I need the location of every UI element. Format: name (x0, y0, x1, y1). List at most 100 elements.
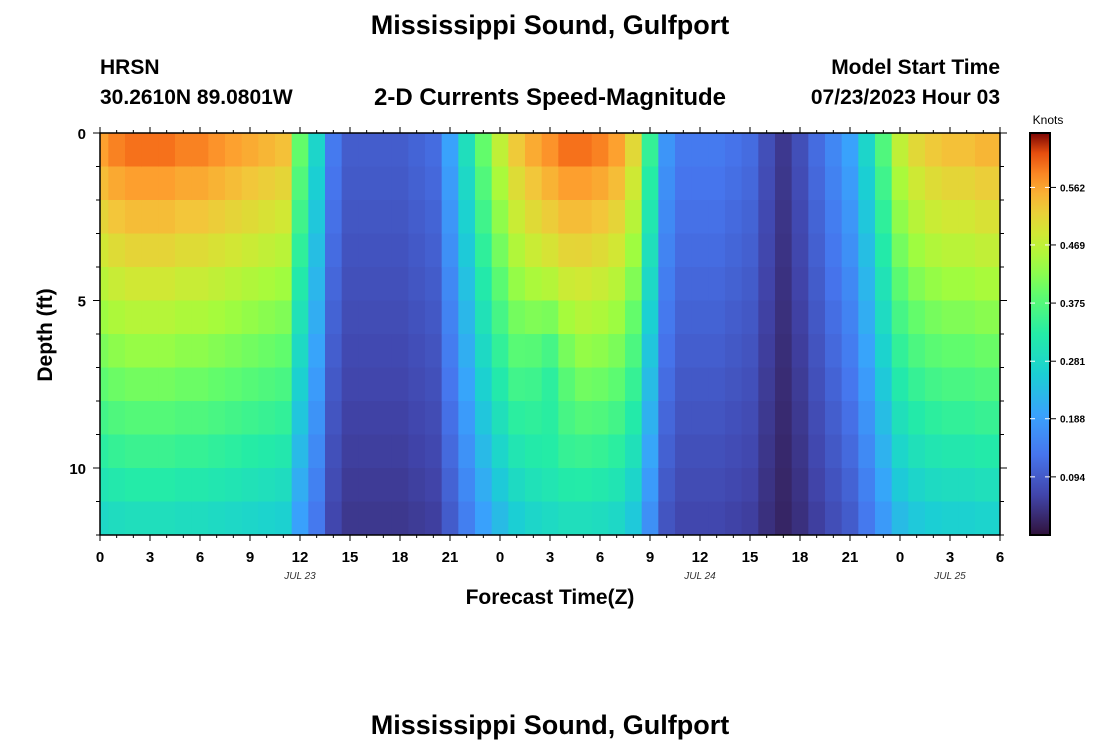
x-tick-label: 3 (946, 549, 954, 566)
heatmap-cell (708, 133, 726, 168)
heatmap-cell (691, 334, 709, 369)
heatmap-cell (975, 367, 993, 402)
heatmap-cell (308, 166, 326, 201)
heatmap-cell (491, 501, 509, 535)
heatmap-cell (508, 267, 526, 302)
heatmap-cell (225, 501, 243, 535)
heatmap-cell (741, 468, 759, 503)
heatmap-cell (141, 133, 159, 168)
colorbar-tick-label: 0.562 (1060, 183, 1085, 194)
heatmap-cell (791, 300, 809, 335)
heatmap-cell (575, 367, 593, 402)
x-tick-label: 0 (496, 549, 504, 566)
heatmap-cell (508, 300, 526, 335)
heatmap-cell (191, 233, 209, 268)
heatmap-cell (325, 367, 343, 402)
heatmap-cell (175, 133, 193, 168)
heatmap-cell (591, 434, 609, 469)
heatmap-cell (708, 334, 726, 369)
x-tick-label: 12 (692, 549, 709, 566)
heatmap-cell (891, 300, 909, 335)
heatmap-cell (100, 434, 109, 469)
heatmap-cell (758, 166, 776, 201)
heatmap-cell (841, 434, 859, 469)
heatmap-cell (958, 367, 976, 402)
heatmap-cell (100, 133, 109, 168)
heatmap-cell (141, 233, 159, 268)
heatmap-cell (825, 334, 843, 369)
x-tick-label: 6 (196, 549, 204, 566)
heatmap-cell (358, 367, 376, 402)
heatmap-cell (141, 334, 159, 369)
heatmap-cell (608, 267, 626, 302)
heatmap-cell (725, 401, 743, 436)
heatmap-cell (575, 200, 593, 235)
heatmap-cell (908, 300, 926, 335)
heatmap-cell (958, 401, 976, 436)
heatmap-cell (541, 367, 559, 402)
heatmap-cell (775, 434, 793, 469)
heatmap-cell (325, 334, 343, 369)
heatmap-cell (925, 468, 943, 503)
heatmap-cell (658, 233, 676, 268)
heatmap-cell (441, 233, 459, 268)
heatmap-cell (175, 166, 193, 201)
heatmap-cell (491, 133, 509, 168)
heatmap-cell (275, 434, 293, 469)
heatmap-cell (225, 468, 243, 503)
heatmap-cell (558, 166, 576, 201)
heatmap-cell (375, 434, 393, 469)
heatmap-cell (808, 367, 826, 402)
heatmap-cell (991, 233, 1000, 268)
heatmap-cell (958, 267, 976, 302)
heatmap-cell (291, 434, 309, 469)
heatmap-cell (158, 501, 176, 535)
heatmap-cell (525, 233, 543, 268)
heatmap-cell (258, 200, 276, 235)
heatmap-cell (791, 200, 809, 235)
heatmap-cell (708, 501, 726, 535)
page-title: Mississippi Sound, Gulfport (370, 10, 730, 40)
heatmap-cell (341, 468, 359, 503)
station-coordinates: 30.2610N 89.0801W (100, 86, 293, 109)
heatmap-cell (791, 233, 809, 268)
heatmap-cell (425, 367, 443, 402)
x-tick-label: 12 (292, 549, 309, 566)
heatmap-cell (125, 401, 143, 436)
heatmap-cell (558, 401, 576, 436)
heatmap-cell (141, 166, 159, 201)
heatmap-cell (108, 501, 126, 535)
heatmap-cell (675, 468, 693, 503)
heatmap-cell (975, 401, 993, 436)
heatmap-cell (858, 367, 876, 402)
heatmap-cell (558, 334, 576, 369)
heatmap-cell (141, 401, 159, 436)
heatmap-cell (758, 401, 776, 436)
heatmap-cell (875, 233, 893, 268)
heatmap-cell (825, 133, 843, 168)
x-tick-label: 21 (842, 549, 859, 566)
heatmap-cell (291, 133, 309, 168)
heatmap-cell (591, 267, 609, 302)
heatmap-cell (741, 501, 759, 535)
heatmap-cell (325, 468, 343, 503)
heatmap-cell (125, 468, 143, 503)
heatmap-cell (825, 233, 843, 268)
heatmap-cell (141, 200, 159, 235)
heatmap-cell (825, 468, 843, 503)
heatmap-cell (208, 501, 226, 535)
heatmap-cell (941, 401, 959, 436)
heatmap-cell (741, 334, 759, 369)
heatmap-cell (858, 468, 876, 503)
heatmap-cell (125, 166, 143, 201)
heatmap-cell (308, 233, 326, 268)
heatmap-cell (775, 267, 793, 302)
heatmap-cell (691, 367, 709, 402)
current-speed-chart: 0 3 6 9 12 15 18 21 0 3 6 9 12 15 18 21 0 3 6 JUL 23 JUL 24 J… (34, 113, 1085, 609)
heatmap-cell (625, 267, 643, 302)
heatmap-cell (875, 434, 893, 469)
heatmap-cell (241, 468, 259, 503)
heatmap-cell (258, 367, 276, 402)
heatmap-cell (975, 468, 993, 503)
heatmap-cell (791, 267, 809, 302)
